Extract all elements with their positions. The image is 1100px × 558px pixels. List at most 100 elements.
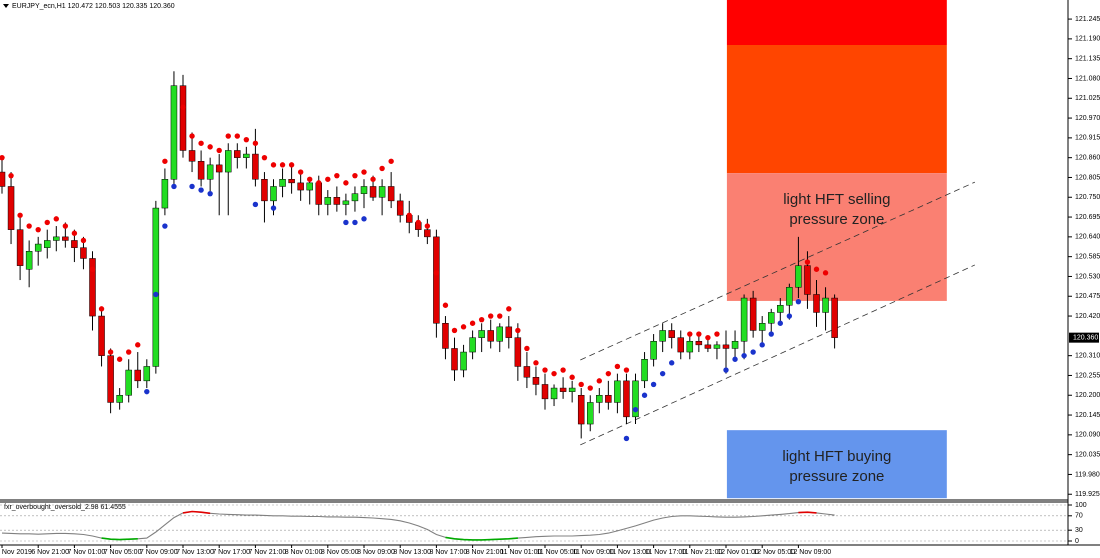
indicator-dot <box>98 306 105 312</box>
indicator-dot <box>714 331 720 337</box>
indicator-dot <box>26 223 32 229</box>
indicator-dot <box>750 349 756 355</box>
x-tick-label: 11 Nov 13:00 <box>609 549 650 556</box>
indicator-dot <box>252 201 259 208</box>
candle-body <box>206 164 214 180</box>
indicator-dot <box>460 324 467 330</box>
y-tick-label: 120.310 <box>1075 352 1100 359</box>
candle-body <box>541 384 549 400</box>
candle-body <box>768 312 775 324</box>
indicator-dot <box>252 140 259 146</box>
candle-body <box>297 182 304 191</box>
candle-body <box>134 369 141 382</box>
indicator-dot <box>334 172 340 179</box>
candle-body <box>722 344 730 349</box>
candle-body <box>342 200 350 205</box>
indicator-dot <box>80 237 87 244</box>
indicator-dot <box>578 381 584 388</box>
candle-body <box>505 326 513 338</box>
indicator-dot <box>705 334 711 341</box>
indicator-dot <box>234 133 240 139</box>
candle-body <box>188 150 196 162</box>
candle-body <box>125 369 132 396</box>
indicator-dot <box>669 360 675 366</box>
indicator-dot <box>478 316 485 323</box>
indicator-dot <box>433 270 440 276</box>
candle-body <box>469 337 476 353</box>
indicator-dot <box>162 158 168 164</box>
candle-body <box>107 355 114 403</box>
indicator-dot <box>687 331 693 337</box>
candle-body <box>731 341 739 349</box>
indicator-dot <box>442 302 449 308</box>
y-tick-label: 120.695 <box>1075 214 1100 221</box>
indicator-title: fxr_overbought_oversold_2.98 61.4555 <box>4 504 126 511</box>
y-tick-label: 120.805 <box>1075 174 1100 181</box>
candle-body <box>71 240 78 248</box>
indicator-dot <box>325 176 331 182</box>
indicator-dot <box>126 349 132 355</box>
indicator-dot <box>261 154 268 161</box>
y-tick-label: 120.750 <box>1075 194 1100 201</box>
indicator-dot <box>288 162 295 168</box>
pressure-zone <box>726 44 947 174</box>
candle-body <box>532 376 540 385</box>
candle-body <box>25 251 33 270</box>
candle-body <box>369 186 377 198</box>
candle-body <box>288 179 295 184</box>
y-tick-label: 119.925 <box>1075 491 1100 498</box>
price-label-box <box>1069 332 1099 343</box>
indicator-dot <box>424 223 431 229</box>
indicator-dot <box>153 291 159 298</box>
candle-body <box>324 197 332 205</box>
candle-body <box>387 186 395 202</box>
candle-body <box>34 243 42 252</box>
candle-body <box>831 297 838 338</box>
indicator-dot <box>451 327 458 334</box>
y-tick-label: 121.190 <box>1075 36 1100 43</box>
indicator-dot <box>270 205 277 211</box>
candle-body <box>795 265 802 288</box>
indicator-dot <box>8 172 14 179</box>
candle-body <box>587 402 594 425</box>
candle-body <box>424 229 431 238</box>
indicator-dot <box>379 165 385 172</box>
candle-body <box>442 323 449 349</box>
indicator-dot <box>415 219 421 226</box>
y-tick-label: 30 <box>1075 527 1083 534</box>
indicator-dot <box>560 367 566 373</box>
x-tick-label: 6 Nov 21:00 <box>31 549 69 556</box>
x-tick-label: 7 Nov 13:00 <box>176 549 214 556</box>
y-tick-label: 120.200 <box>1075 392 1100 399</box>
candle-body <box>197 161 205 180</box>
y-tick-label: 0 <box>1075 538 1079 545</box>
y-tick-label: 100 <box>1075 502 1087 509</box>
zone-label: pressure zone <box>789 211 884 228</box>
indicator-dot <box>135 342 141 348</box>
indicator-dot <box>696 331 702 337</box>
indicator-dot <box>795 298 802 305</box>
candle-body <box>695 341 703 346</box>
indicator-dot <box>768 331 774 337</box>
indicator-dot <box>533 360 539 366</box>
y-tick-label: 120.145 <box>1075 412 1100 419</box>
indicator-dot <box>198 187 204 193</box>
candle-body <box>161 179 169 209</box>
oscillator-line <box>101 536 518 541</box>
candle-body <box>686 341 694 353</box>
oscillator-line <box>1 510 835 541</box>
candle-body <box>215 164 223 173</box>
channel-line <box>580 181 976 361</box>
indicator-dot <box>225 133 231 139</box>
indicator-dot <box>243 136 250 143</box>
indicator-dot <box>641 392 648 398</box>
indicator-dot <box>307 176 313 182</box>
zone-label: light HFT selling <box>783 191 890 208</box>
candle-body <box>170 85 178 180</box>
indicator-dot <box>270 162 277 168</box>
x-tick-label: 8 Nov 21:00 <box>466 549 504 556</box>
x-tick-label: 7 Nov 17:00 <box>212 549 250 556</box>
candle-body <box>614 380 621 403</box>
candle-body <box>478 330 485 338</box>
candle-body <box>179 85 187 151</box>
